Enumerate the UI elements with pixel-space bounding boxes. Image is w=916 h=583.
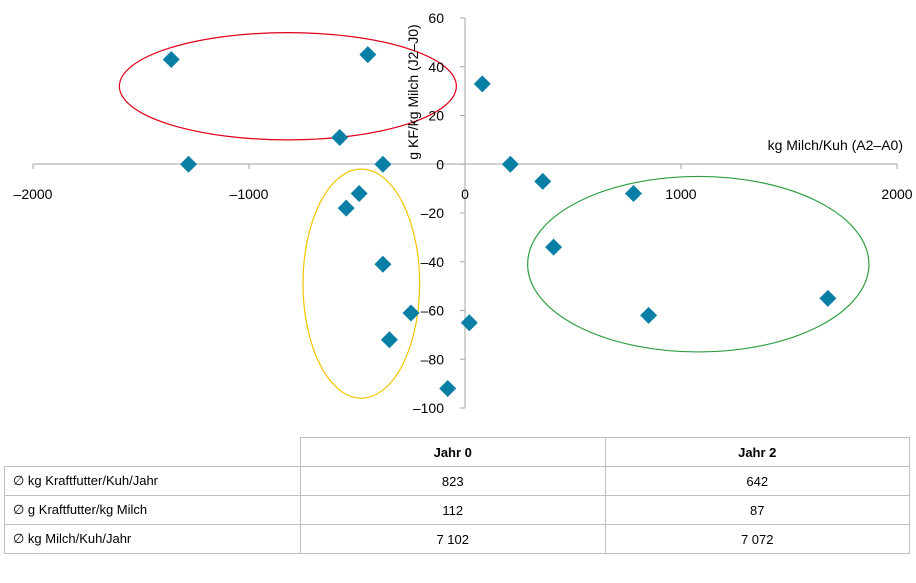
data-point xyxy=(350,185,368,202)
group-ellipse-1 xyxy=(118,32,457,141)
column-header-jahr-2: Jahr 2 xyxy=(604,437,910,467)
x-tick-label: –1000 xyxy=(230,186,269,202)
y-tick-label: –20 xyxy=(421,205,445,221)
data-point xyxy=(819,289,837,307)
row-label: ∅ kg Kraftfutter/Kuh/Jahr xyxy=(4,466,301,496)
group-ellipse-3 xyxy=(527,175,870,353)
cell-value: 112 xyxy=(300,495,606,525)
cell-value: 87 xyxy=(604,495,910,525)
group-ellipses xyxy=(118,32,870,399)
table-row: ∅ kg Milch/Kuh/Jahr 7 102 7 072 xyxy=(4,524,910,554)
y-tick-label: 40 xyxy=(428,59,444,75)
table-row: ∅ kg Kraftfutter/Kuh/Jahr 823 642 xyxy=(4,466,910,496)
data-point xyxy=(337,199,355,217)
data-point xyxy=(473,75,491,93)
data-point xyxy=(640,306,658,324)
x-tick-label: –2000 xyxy=(14,186,53,202)
row-label: ∅ kg Milch/Kuh/Jahr xyxy=(4,524,301,554)
y-tick-label: –80 xyxy=(421,351,445,367)
y-tick-label: 20 xyxy=(428,108,444,124)
data-point xyxy=(331,128,349,146)
x-tick-label: 1000 xyxy=(665,186,696,202)
cell-value: 7 072 xyxy=(604,524,910,554)
data-point xyxy=(402,304,420,322)
y-tick-label: 0 xyxy=(436,156,444,172)
row-label: ∅ g Kraftfutter/kg Milch xyxy=(4,495,301,525)
table-row: ∅ g Kraftfutter/kg Milch 112 87 xyxy=(4,495,910,525)
data-point xyxy=(374,155,392,173)
data-point xyxy=(180,155,198,173)
table-corner-cell xyxy=(4,437,301,467)
y-tick-label: –60 xyxy=(421,303,445,319)
y-tick-label: –40 xyxy=(421,254,445,270)
y-tick-label: 60 xyxy=(428,10,444,26)
group-ellipse-2 xyxy=(302,168,421,399)
x-axis-title: kg Milch/Kuh (A2–A0) xyxy=(768,137,903,153)
table-header-row: Jahr 0 Jahr 2 xyxy=(4,437,910,467)
x-tick-label: 2000 xyxy=(881,186,912,202)
data-point xyxy=(380,331,398,349)
data-point xyxy=(374,255,392,273)
data-point xyxy=(545,238,563,256)
scatter-chart: –2000 –1000 0 1000 2000 60 40 20 0 –20 –40 –60 –80 –1… xyxy=(14,10,913,416)
data-point xyxy=(162,50,180,68)
summary-table: Jahr 0 Jahr 2 ∅ kg Kraftfutter/Kuh/Jahr … xyxy=(4,437,910,554)
data-point xyxy=(501,155,519,173)
x-tick-label: 0 xyxy=(461,186,469,202)
cell-value: 7 102 xyxy=(300,524,606,554)
data-point xyxy=(359,46,377,64)
y-tick-label: –100 xyxy=(413,400,444,416)
cell-value: 642 xyxy=(604,466,910,496)
data-point xyxy=(624,185,642,202)
data-point xyxy=(460,314,478,332)
column-header-jahr-0: Jahr 0 xyxy=(300,437,606,467)
axis-ticks: –2000 –1000 0 1000 2000 60 40 20 0 –20 –40 –60 –80 –1… xyxy=(14,10,913,416)
cell-value: 823 xyxy=(300,466,606,496)
y-axis-title: g KF/kg Milch (J2–J0) xyxy=(405,24,421,159)
data-point xyxy=(534,172,552,190)
data-points xyxy=(162,46,837,397)
data-point xyxy=(439,380,457,397)
